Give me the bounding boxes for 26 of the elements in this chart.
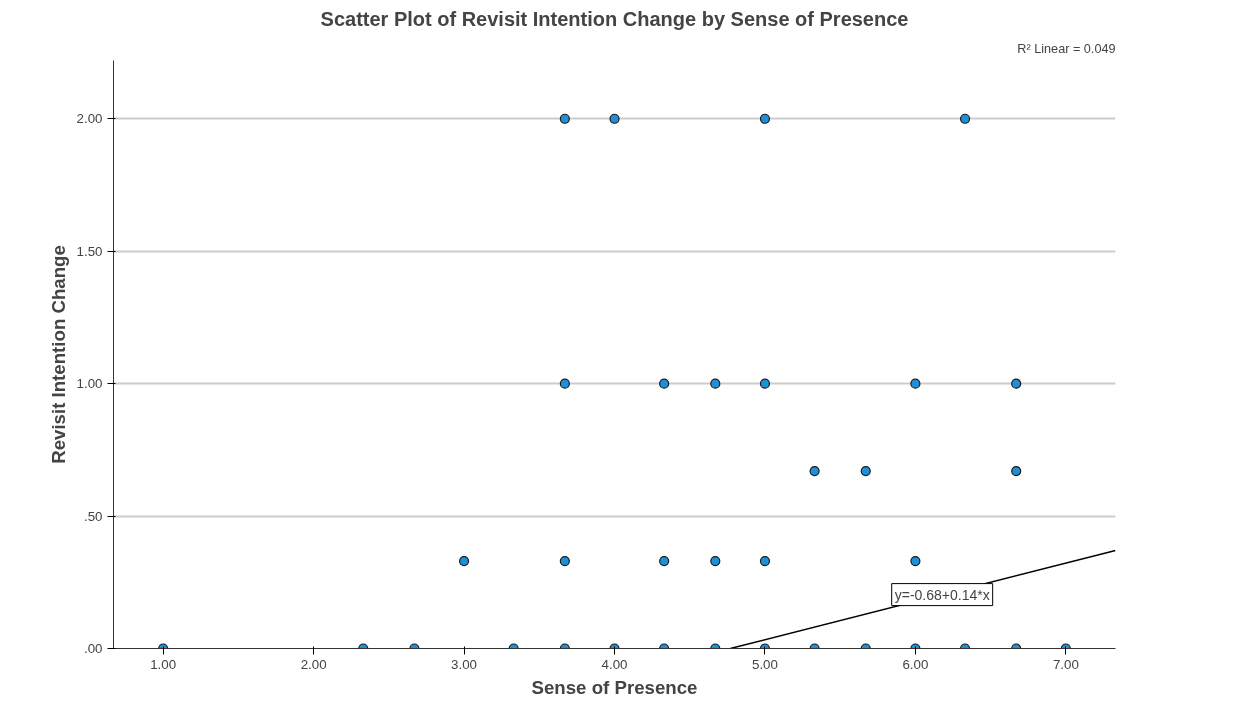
y-tick-label: .00 <box>83 641 103 656</box>
point <box>559 378 570 389</box>
point <box>1011 378 1022 389</box>
y-tick-label: 1.50 <box>76 243 103 259</box>
x-axis-title: Sense of Presence <box>531 676 698 698</box>
point <box>1011 465 1022 477</box>
point <box>860 465 871 477</box>
point <box>809 465 820 477</box>
y-axis-title: Revisit Intention Change <box>47 245 69 464</box>
point <box>759 378 771 389</box>
x-tick-label: 4.00 <box>601 656 628 672</box>
y-tick-label: 2.00 <box>76 111 103 127</box>
x-tick-label: 5.00 <box>751 656 778 672</box>
x-tick-label: 6.00 <box>902 656 929 672</box>
chart-title: Scatter Plot of Revisit Intention Change by Sense of Presence <box>320 7 909 30</box>
text: R² Linear = 0.049 <box>1017 41 1116 56</box>
annotation: y=-0.68+0.14*x <box>894 586 990 603</box>
x-tick-label: 3.00 <box>451 656 478 672</box>
y-tick-label: 1.00 <box>76 376 103 392</box>
y-tick-label: .50 <box>83 508 103 524</box>
point <box>910 378 921 389</box>
point <box>659 378 670 389</box>
point <box>710 378 721 389</box>
x-tick-label: 7.00 <box>1052 656 1079 672</box>
x-tick-label: 1.00 <box>150 656 177 672</box>
x-tick-label: 2.00 <box>300 656 327 672</box>
